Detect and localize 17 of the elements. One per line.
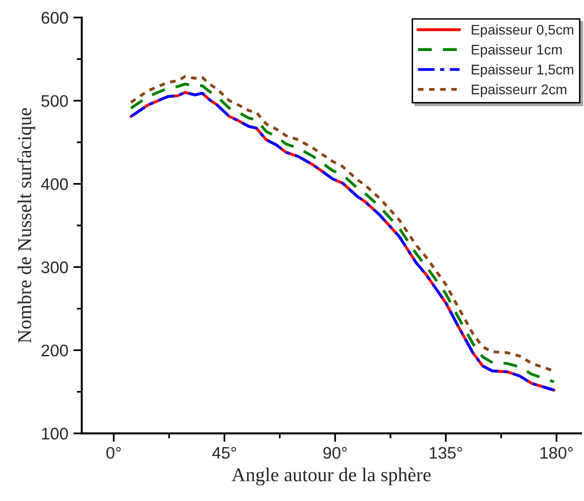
x-tick-label: 180°: [540, 447, 573, 459]
y-tick-label: 200: [42, 344, 68, 356]
y-tick-label: 600: [42, 12, 68, 24]
y-tick-label: 100: [42, 428, 68, 440]
legend-label: Epaisseur 1,5cm: [472, 64, 574, 78]
legend-label: Epaisseur 0,5cm: [472, 24, 574, 38]
y-tick-label: 500: [41, 95, 68, 107]
x-tick-label: 135°: [430, 447, 462, 459]
y-axis-title: Nombre de Nusselt surfacique: [17, 108, 36, 343]
legend-label: Epaisseur 1cm: [472, 44, 562, 58]
y-tick-label: 300: [41, 261, 68, 274]
x-tick-label: 0°: [106, 447, 121, 459]
legend-label: Epaisseurr 2cm: [472, 84, 566, 98]
x-tick-label: 90°: [323, 447, 347, 459]
x-tick-label: 45°: [212, 447, 236, 459]
x-axis-title: Angle autour de la sphère: [232, 468, 431, 486]
y-tick-label: 400: [41, 178, 68, 190]
